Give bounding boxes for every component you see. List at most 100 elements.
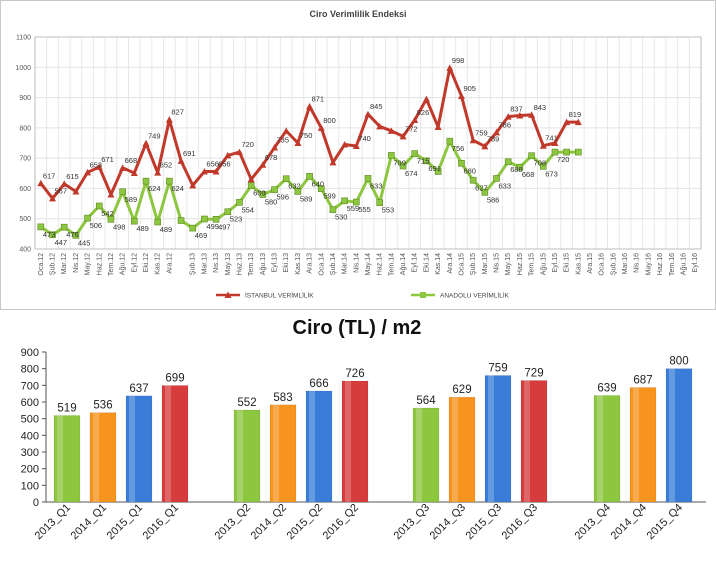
square-marker	[60, 223, 68, 231]
x-tick-label: Nis.13	[213, 253, 220, 273]
y-tick-label: 300	[21, 447, 39, 459]
triangle-marker	[563, 118, 571, 126]
data-label: 709	[393, 158, 406, 167]
square-marker	[575, 148, 582, 156]
data-label: 827	[171, 108, 184, 117]
data-label: 447	[55, 238, 68, 247]
data-label: 656	[206, 159, 219, 168]
x-tick-label: Oca.15	[458, 253, 465, 276]
x-tick-label: 2013_Q3	[392, 502, 432, 542]
square-marker	[166, 177, 173, 185]
data-label: 580	[265, 197, 278, 206]
data-label: 688	[510, 165, 523, 174]
x-tick-label: Eki.14	[423, 253, 430, 273]
bar-highlight	[57, 415, 63, 502]
line-chart: Ciro Verimlilik Endeksi 400 500 600 700 800 9…	[15, 9, 702, 300]
triangle-marker	[189, 181, 197, 189]
bar	[161, 385, 189, 503]
square-marker	[446, 137, 454, 145]
x-tick-label: 2014_Q4	[609, 502, 649, 542]
x-tick-label: Kas.14	[435, 253, 442, 275]
bar-value-label: 666	[309, 378, 328, 390]
square-marker	[528, 152, 535, 160]
bar	[305, 390, 333, 503]
data-label: 741	[545, 134, 558, 143]
data-label: 617	[43, 171, 56, 180]
x-tick-label: Mar.16	[622, 253, 629, 275]
square-marker	[212, 216, 220, 223]
x-tick-label: Mar.15	[482, 253, 489, 275]
bar-chart-title: Ciro (TL) / m2	[293, 317, 422, 339]
x-tick-label: Tem.15	[529, 253, 536, 276]
data-label: 615	[66, 172, 79, 181]
data-label: 586	[487, 195, 500, 204]
bar-highlight	[129, 395, 135, 502]
triangle-marker	[352, 142, 360, 150]
data-label: 708	[534, 159, 547, 168]
x-tick-label: Oca.12	[38, 253, 45, 276]
bar	[89, 412, 117, 503]
y-tick-label: 400	[19, 247, 31, 254]
x-tick-label: Ağu.13	[260, 253, 267, 275]
data-label: 640	[312, 179, 325, 188]
square-marker	[84, 214, 91, 222]
triangle-marker	[294, 139, 302, 146]
x-tick-label: Mar.12	[61, 253, 68, 275]
x-tick-label: May.14	[365, 253, 372, 276]
data-label: 589	[125, 195, 138, 204]
bar-highlight	[273, 404, 279, 502]
square-marker	[551, 148, 559, 156]
square-marker	[353, 198, 360, 206]
x-tick-label: Haz.15	[517, 253, 524, 275]
x-tick-label: 2014_Q2	[249, 502, 289, 542]
x-tick-label: Mar.14	[342, 253, 349, 275]
square-marker	[469, 176, 477, 184]
bar	[412, 407, 440, 503]
bar-value-label: 637	[129, 383, 148, 395]
data-label: 668	[125, 156, 138, 165]
bar-highlight	[597, 395, 603, 502]
bar	[341, 380, 369, 503]
y-tick-label: 700	[21, 380, 39, 392]
bar-value-label: 552	[237, 397, 256, 409]
data-label: 998	[452, 56, 465, 65]
x-tick-label: 2016_Q1	[141, 502, 181, 542]
square-marker	[329, 206, 337, 213]
bar-value-label: 699	[165, 373, 184, 385]
triangle-marker	[282, 127, 290, 134]
square-marker	[458, 159, 465, 167]
triangle-marker	[235, 148, 243, 156]
x-tick-label: 2013_Q2	[213, 502, 253, 542]
data-label: 596	[277, 193, 290, 202]
bar	[53, 415, 81, 503]
triangle-marker	[224, 151, 232, 159]
triangle-marker	[516, 111, 524, 119]
data-label: 589	[300, 194, 313, 203]
bar-highlight	[345, 381, 351, 502]
x-tick-label: Mar.13	[201, 253, 208, 275]
x-tick-label: May.12	[85, 253, 92, 276]
data-label: 691	[183, 149, 196, 158]
bar-highlight	[488, 375, 494, 502]
data-label: 553	[382, 206, 395, 215]
triangle-marker	[317, 124, 325, 131]
x-tick-label: Nis.15	[494, 253, 501, 273]
triangle-marker	[481, 142, 489, 150]
x-tick-label: Haz.14	[377, 253, 384, 275]
bar-value-label: 800	[669, 356, 688, 368]
y-tick-label: 700	[19, 156, 31, 163]
y-tick-label: 100	[21, 480, 39, 492]
data-label: 473	[43, 230, 56, 239]
triangle-marker	[49, 194, 57, 202]
bar-highlight	[416, 408, 422, 502]
bar	[629, 387, 657, 503]
y-tick-label: 800	[19, 125, 31, 132]
data-label: 759	[475, 128, 488, 137]
data-label: 786	[499, 120, 512, 129]
bar-highlight	[237, 410, 243, 502]
y-tick-label: 800	[21, 364, 39, 376]
data-label: 756	[452, 144, 465, 153]
triangle-marker	[376, 122, 384, 130]
triangle-marker	[142, 139, 150, 147]
square-marker	[317, 185, 325, 193]
